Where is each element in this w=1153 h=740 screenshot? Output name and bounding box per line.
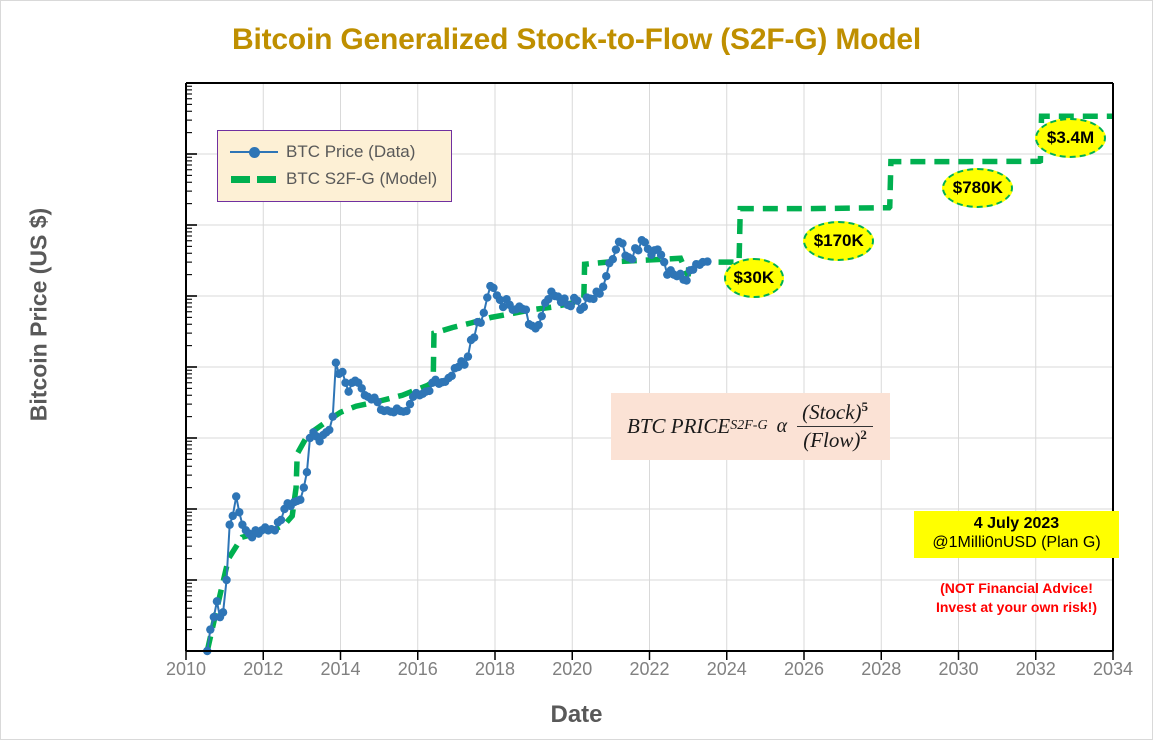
plot-area: $10,000,000$1,000,000$100,000$10,000$1,0… — [166, 82, 1133, 679]
date-badge: 4 July 2023 @1Milli0nUSD (Plan G) — [914, 511, 1119, 558]
x-tick-label: 2020 — [552, 659, 593, 679]
price-callout: $3.4M — [1035, 117, 1106, 158]
x-axis-ticks — [185, 651, 1114, 660]
model-series-line — [204, 113, 1113, 652]
formula-denominator-exponent: 2 — [860, 426, 867, 442]
formula-numerator-exponent: 5 — [861, 399, 869, 414]
plot-svg — [185, 82, 1114, 660]
legend-item-data[interactable]: BTC Price (Data) — [230, 138, 437, 165]
x-tick-label: 2030 — [938, 659, 979, 679]
date-badge-author: @1Milli0nUSD (Plan G) — [932, 534, 1101, 551]
x-tick-label: 2032 — [1015, 659, 1056, 679]
chart-title: Bitcoin Generalized Stock-to-Flow (S2F-G… — [232, 23, 921, 56]
formula-annotation: BTC PRICE S2F-G α (Stock)5 (Flow)2 — [611, 393, 891, 461]
x-axis-title: Date — [550, 701, 603, 728]
x-tick-label: 2022 — [629, 659, 670, 679]
x-tick-label: 2018 — [474, 659, 516, 679]
x-tick-label: 2014 — [320, 659, 361, 679]
disclaimer-note: (NOT Financial Advice! Invest at your ow… — [914, 579, 1119, 617]
x-tick-label: 2026 — [783, 659, 825, 679]
price-callout: $780K — [942, 168, 1014, 209]
axis-major-ticks — [186, 82, 197, 652]
formula-denominator-text: (Flow) — [803, 427, 861, 452]
x-tick-label: 2034 — [1092, 659, 1134, 679]
x-tick-label: 2012 — [243, 659, 284, 679]
x-tick-label: 2024 — [706, 659, 747, 679]
formula-numerator: (Stock)5 — [796, 399, 874, 426]
price-callout: $170K — [803, 220, 875, 261]
dashed-line-icon — [230, 172, 278, 186]
disclaimer-line-1: (NOT Financial Advice! — [940, 580, 1093, 596]
formula-proportional-symbol: α — [776, 414, 788, 437]
data-series-markers — [203, 236, 712, 656]
formula-lead: BTC PRICE — [627, 413, 731, 438]
formula-numerator-text: (Stock) — [802, 400, 862, 424]
price-callout: $30K — [723, 257, 784, 298]
formula-subscript: S2F-G — [730, 418, 768, 434]
y-axis-title: Bitcoin Price (US $) — [25, 207, 52, 422]
date-badge-date: 4 July 2023 — [973, 515, 1060, 532]
legend-label-model: BTC S2F-G (Model) — [286, 168, 438, 188]
x-tick-label: 2028 — [861, 659, 902, 679]
x-tick-label: 2016 — [397, 659, 438, 679]
formula-fraction: (Stock)5 (Flow)2 — [796, 399, 874, 453]
x-tick-label: 2010 — [165, 659, 207, 679]
chart-legend[interactable]: BTC Price (Data) BTC S2F-G (Model) — [217, 130, 453, 202]
disclaimer-line-2: Invest at your own risk!) — [935, 598, 1098, 615]
formula-denominator: (Flow)2 — [797, 425, 873, 453]
legend-label-data: BTC Price (Data) — [286, 141, 416, 161]
line-marker-icon — [230, 145, 278, 159]
legend-item-model[interactable]: BTC S2F-G (Model) — [230, 165, 437, 192]
